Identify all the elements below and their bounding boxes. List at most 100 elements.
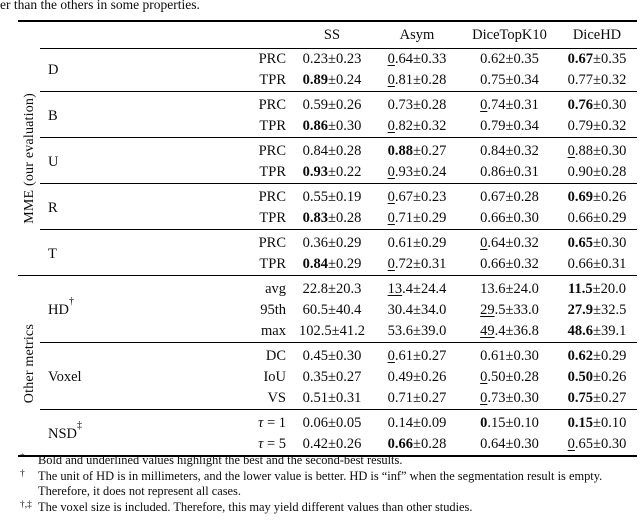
row-sublabel-cell: PRC [258,51,286,67]
metric-value-cell: 0.73±0.28 [372,91,462,116]
row-sublabel-cell: max [261,323,286,339]
metric-value-cell: 0.61±0.30 [462,342,557,367]
group-label-cell: T [40,229,180,276]
second-best-value: 49 [480,323,495,339]
best-value: 27.9 [567,302,594,318]
best-value: 0.89 [302,72,329,88]
metric-value-cell: 0.35±0.27 [302,369,362,385]
header-row: SS Asym DiceTopK10 DiceHD [18,21,637,49]
metric-value-cell: 0.67±0.28 [462,183,557,208]
metric-value-cell: 0.65±0.30 [557,229,637,254]
metric-value-cell: 0.66±0.29 [567,210,627,226]
metric-value-cell: 0.88±0.30 [557,137,637,162]
tau-symbol: τ [258,436,264,452]
column-header-dicetopk10: DiceTopK10 [462,21,557,49]
second-best-value: 0 [387,118,395,134]
footnote-marker: †,‡ [20,499,32,510]
header-spacer-sub [180,21,292,49]
row-sublabel-cell: avg [180,275,292,300]
metric-value-cell: 0.06±0.05 [292,409,372,434]
group-label-cell: Voxel [40,342,180,410]
best-value: 0.88 [387,143,414,159]
footnote-best-second: * Bold and underlined values highlight t… [20,453,626,469]
group-label: R [48,199,58,216]
table-row: TPR 0.93±0.22 0.93±0.24 0.86±0.31 0.90±0.28 [18,162,637,184]
column-header-asym: Asym [372,21,462,49]
table-row: NSD‡ τ = 1 0.06±0.05 0.14±0.09 0.15±0.10 0.15… [18,409,637,456]
metric-value-cell: 0.64±0.32 [462,229,557,254]
best-value: 0.15 [567,415,594,431]
footnote-text: Bold and underlined values highlight the… [38,453,403,467]
group-label-cell: D [40,49,180,92]
metric-value-cell: 0.62±0.35 [480,51,539,67]
table-row: Other metrics HD† avg 22.8±20.3 13.4±24.4 13.… [18,275,637,456]
second-best-value: 0 [387,210,395,226]
footnotes: * Bold and underlined values highlight t… [20,453,626,515]
row-sublabel-cell: TPR [259,164,286,180]
tau-symbol: τ [258,415,264,431]
metric-value-cell: 0.64±0.33 [387,51,447,67]
results-table: SS Asym DiceTopK10 DiceHD MME (our evalu… [18,20,637,457]
row-sublabel-cell: TPR [259,118,286,134]
group-label: D [48,61,59,78]
metric-value-cell: 0.79±0.34 [480,118,539,134]
metric-value-cell: 0.83±0.28 [302,210,362,226]
metric-value-cell: 0.61±0.27 [372,342,462,367]
metric-value-cell: 0.66±0.32 [480,256,539,272]
metric-value-cell: 0.66±0.31 [567,256,627,272]
metric-value-cell: 0.88±0.27 [372,137,462,162]
row-sublabel-cell: PRC [180,91,292,116]
metric-value-cell: 0.84±0.28 [292,137,372,162]
row-sublabel-cell: PRC [180,229,292,254]
metric-value-cell: 0.73±0.30 [480,390,539,406]
group-label: HD [48,302,69,318]
second-best-value: 0 [480,235,488,251]
row-sublabel-cell: DC [180,342,292,367]
metric-value-cell: 0.84±0.32 [462,137,557,162]
metric-value-cell: 102.5±41.2 [299,323,365,339]
metric-value-cell: 0.36±0.29 [292,229,372,254]
table-row: max 102.5±41.2 53.6±39.0 49.4±36.8 48.6±39.1 [18,321,637,343]
row-sublabel-cell: TPR [259,256,286,272]
metric-value-cell: 0.86±0.31 [480,164,539,180]
best-value: 0 [480,415,488,431]
best-value: 0.69 [567,189,594,205]
metric-value-cell: 0.72±0.31 [387,256,447,272]
second-best-value: 0 [567,436,575,452]
table-row: TPR 0.86±0.30 0.82±0.32 0.79±0.34 0.79±0.32 [18,116,637,138]
column-header-ss: SS [292,21,372,49]
best-value: 11.5 [568,281,593,297]
row-sublabel-cell: PRC [180,137,292,162]
footnote-voxel-size: †,‡ The voxel size is included. Therefor… [20,500,626,516]
metric-value-cell: 0.71±0.29 [387,210,447,226]
table-row: IoU 0.35±0.27 0.49±0.26 0.50±0.28 0.50±0.26 [18,367,637,388]
best-value: 0.76 [567,97,594,113]
column-header-dicehd: DiceHD [557,21,637,49]
group-label-cell: R [40,183,180,230]
table-row: 95th 60.5±40.4 30.4±34.0 29.5±33.0 27.9±32.5 [18,300,637,321]
second-best-value: 0 [387,348,395,364]
group-label: NSD [48,425,78,442]
metric-value-cell: 0.62±0.29 [557,342,637,367]
table-body: MME (our evaluation) D PRC 0.23±0.23 0.64±0.… [18,49,637,456]
section-label: MME (our evaluation) [21,92,37,224]
metric-value-cell: 0.51±0.31 [302,390,362,406]
best-value: 0.93 [302,164,329,180]
footnote-text: The voxel size is included. Therefore, t… [38,499,473,514]
metric-value-cell: 13.4±24.4 [372,275,462,300]
metric-value-cell: 0.89±0.24 [302,72,362,88]
table-row: T PRC 0.36±0.29 0.61±0.29 0.64±0.32 0.65±0.30 [18,229,637,276]
best-value: 0.62 [567,348,594,364]
row-sublabel-cell: TPR [259,210,286,226]
table-row: U PRC 0.84±0.28 0.88±0.27 0.84±0.32 0.88±0.30 [18,137,637,184]
table-row: TPR 0.83±0.28 0.71±0.29 0.66±0.30 0.66±0.29 [18,208,637,230]
best-value: 48.6 [567,323,594,339]
metric-value-cell: 49.4±36.8 [480,323,539,339]
group-label: Voxel [48,369,82,385]
footnote-marker: † [20,468,25,479]
metric-value-cell: 0.86±0.30 [302,118,362,134]
best-value: 0.67 [567,51,594,67]
metric-value-cell: 0.65±0.30 [567,436,627,452]
footnote-text: The unit of HD is in millimeters, and th… [38,468,603,499]
table-row: R PRC 0.55±0.19 0.67±0.23 0.67±0.28 0.69±0.26 [18,183,637,230]
